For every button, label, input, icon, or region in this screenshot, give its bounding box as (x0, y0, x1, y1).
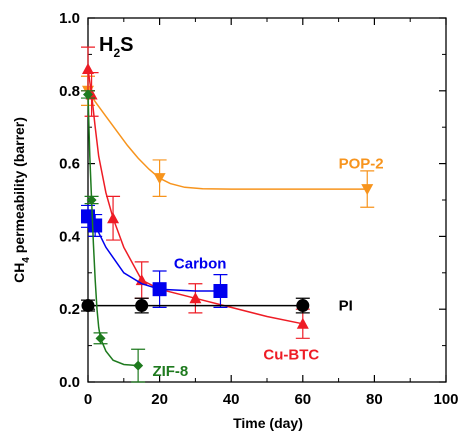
x-tick-label: 40 (223, 391, 240, 408)
data-point (83, 89, 93, 100)
x-axis-label: Time (day) (233, 415, 303, 431)
data-point (133, 360, 144, 371)
x-tick-label: 80 (366, 391, 383, 408)
y-tick-label: 0.2 (59, 301, 80, 318)
data-point (86, 195, 97, 205)
data-point (153, 173, 166, 185)
y-tick-label: 0.6 (59, 156, 80, 173)
data-point (95, 333, 106, 344)
data-point (189, 292, 202, 304)
series-label: Cu-BTC (263, 347, 319, 364)
series-line-carbon (87, 215, 221, 292)
data-point (213, 284, 228, 298)
data-point (361, 184, 374, 196)
x-tick-label: 0 (84, 391, 92, 408)
data-point (88, 218, 103, 233)
y-axis-label: CH4 permeability (barrer) (11, 117, 32, 283)
data-point (107, 212, 120, 224)
series-pi (81, 297, 310, 314)
x-tick-label: 60 (294, 391, 311, 408)
data-point (152, 282, 167, 297)
data-point (296, 299, 310, 313)
series-label: PI (339, 298, 353, 315)
series-cu-btc (81, 46, 310, 339)
series-zif-8 (81, 89, 146, 383)
data-point (135, 299, 149, 313)
series-pop-2 (81, 75, 375, 208)
series-line-zif-8 (87, 94, 139, 367)
series-label: ZIF-8 (152, 363, 188, 380)
y-tick-label: 0.8 (59, 83, 80, 100)
series-label: POP-2 (339, 156, 384, 173)
data-point (81, 299, 95, 313)
data-point (82, 62, 94, 74)
x-tick-label: 20 (151, 391, 168, 408)
plot-frame (87, 17, 447, 383)
series-label: Carbon (174, 256, 227, 273)
y-tick-label: 0.4 (59, 228, 81, 245)
x-tick-label: 100 (433, 391, 458, 408)
y-tick-label: 0.0 (59, 374, 80, 391)
data-point (296, 317, 309, 329)
y-tick-label: 1.0 (59, 10, 80, 27)
panel-label: H2S (99, 34, 133, 60)
series-line-cu-btc (87, 68, 303, 325)
series-line-pop-2 (87, 90, 368, 190)
